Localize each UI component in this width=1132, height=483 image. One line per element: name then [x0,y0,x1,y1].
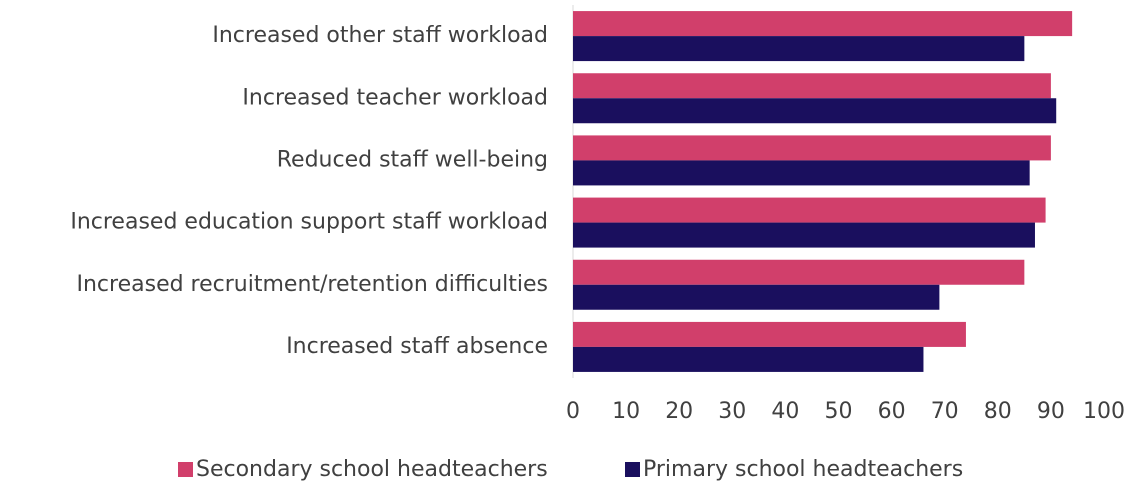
y-tick-label: Increased other staff workload [212,23,548,48]
bar [573,284,940,310]
bar [573,11,1073,37]
legend-swatch [178,462,193,477]
legend-swatch [625,462,640,477]
bar [573,197,1046,223]
bar [573,321,966,347]
y-tick-label: Increased staff absence [286,334,548,359]
bar [573,98,1057,124]
x-tick-label: 0 [566,399,580,424]
bar [573,222,1035,248]
x-tick-label: 30 [718,399,746,424]
y-tick-label: Increased teacher workload [242,85,548,110]
legend-label: Primary school headteachers [643,457,963,482]
x-tick-label: 90 [1037,399,1065,424]
y-tick-label: Increased education support staff worklo… [70,210,548,235]
x-tick-label: 40 [771,399,799,424]
y-tick-label: Increased recruitment/retention difficul… [77,272,549,297]
bar [573,346,924,372]
y-tick-label: Reduced staff well-being [277,147,548,172]
x-tick-label: 50 [825,399,853,424]
bar [573,259,1025,285]
bar [573,36,1025,62]
bar [573,160,1030,186]
x-tick-label: 60 [878,399,906,424]
legend-label: Secondary school headteachers [196,457,548,482]
x-tick-label: 100 [1083,399,1125,424]
bar [573,135,1051,161]
x-tick-label: 70 [931,399,959,424]
x-tick-label: 20 [665,399,693,424]
x-tick-label: 80 [984,399,1012,424]
bar [573,73,1051,99]
x-tick-label: 10 [612,399,640,424]
